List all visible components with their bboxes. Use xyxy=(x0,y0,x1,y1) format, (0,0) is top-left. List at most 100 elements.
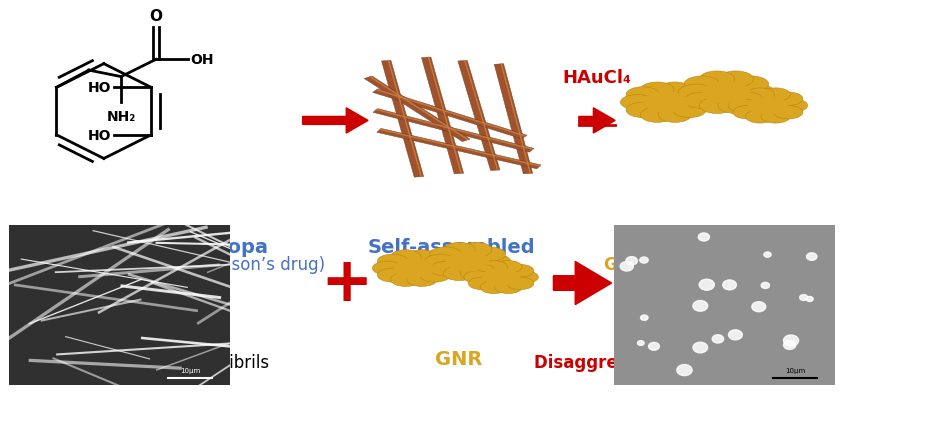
Circle shape xyxy=(684,93,719,109)
Circle shape xyxy=(700,98,734,114)
Text: Self-assembled: Self-assembled xyxy=(368,237,536,256)
Circle shape xyxy=(722,280,736,290)
Circle shape xyxy=(468,277,496,290)
Text: L-Dopa crafted: L-Dopa crafted xyxy=(638,237,789,255)
Circle shape xyxy=(419,268,450,283)
Circle shape xyxy=(511,271,538,284)
Circle shape xyxy=(677,365,692,376)
Circle shape xyxy=(483,269,519,286)
Circle shape xyxy=(733,106,763,120)
Text: O: O xyxy=(149,9,162,24)
Text: nanotubes: nanotubes xyxy=(393,255,510,274)
Circle shape xyxy=(507,277,534,290)
Polygon shape xyxy=(494,64,533,175)
Circle shape xyxy=(752,302,765,312)
Circle shape xyxy=(390,273,421,287)
Polygon shape xyxy=(303,108,368,134)
Circle shape xyxy=(474,247,506,262)
Circle shape xyxy=(712,335,723,343)
Circle shape xyxy=(444,267,476,281)
Circle shape xyxy=(480,281,507,294)
Circle shape xyxy=(626,257,638,265)
Circle shape xyxy=(640,258,648,264)
Circle shape xyxy=(693,342,707,353)
Circle shape xyxy=(658,83,692,98)
Circle shape xyxy=(658,108,692,123)
Circle shape xyxy=(678,85,714,101)
Circle shape xyxy=(699,280,715,291)
Circle shape xyxy=(806,297,813,302)
Text: HO: HO xyxy=(88,81,112,95)
Circle shape xyxy=(372,261,403,276)
Circle shape xyxy=(728,100,757,113)
Circle shape xyxy=(764,252,771,258)
Text: GNR: GNR xyxy=(435,350,483,369)
Polygon shape xyxy=(579,108,615,134)
Circle shape xyxy=(648,343,659,350)
Circle shape xyxy=(494,281,522,294)
Circle shape xyxy=(419,255,450,268)
Polygon shape xyxy=(373,109,534,153)
Circle shape xyxy=(729,330,742,340)
Circle shape xyxy=(641,83,674,98)
Polygon shape xyxy=(372,89,527,139)
Circle shape xyxy=(425,261,455,276)
Polygon shape xyxy=(364,77,470,142)
Circle shape xyxy=(734,93,769,109)
Circle shape xyxy=(507,265,534,277)
Text: (Anti-Parkinson’s drug): (Anti-Parkinson’s drug) xyxy=(135,255,325,273)
Circle shape xyxy=(626,103,659,118)
Circle shape xyxy=(446,252,489,271)
Circle shape xyxy=(641,315,648,321)
Circle shape xyxy=(719,72,753,88)
Polygon shape xyxy=(377,129,541,169)
Text: L-Dopa: L-Dopa xyxy=(191,237,268,256)
Circle shape xyxy=(494,261,522,273)
Circle shape xyxy=(425,255,456,269)
Circle shape xyxy=(644,93,688,113)
Text: 10μm: 10μm xyxy=(180,367,200,373)
Text: 10μm: 10μm xyxy=(785,367,805,373)
Circle shape xyxy=(783,341,795,350)
Polygon shape xyxy=(382,61,424,178)
Circle shape xyxy=(407,250,437,264)
Circle shape xyxy=(752,102,777,114)
Circle shape xyxy=(407,273,437,287)
Circle shape xyxy=(450,258,477,270)
Circle shape xyxy=(739,85,775,101)
Circle shape xyxy=(779,100,808,113)
Circle shape xyxy=(430,262,461,276)
Circle shape xyxy=(761,89,791,102)
Circle shape xyxy=(733,93,763,106)
Circle shape xyxy=(734,77,769,93)
Circle shape xyxy=(678,95,712,111)
Circle shape xyxy=(444,243,476,257)
Text: OH: OH xyxy=(190,53,214,67)
Text: HO: HO xyxy=(88,129,112,142)
Text: Disaggregated Phe-Phe Fibrils: Disaggregated Phe-Phe Fibrils xyxy=(535,353,820,371)
Circle shape xyxy=(746,89,775,102)
Circle shape xyxy=(761,111,791,124)
Circle shape xyxy=(719,98,753,114)
Circle shape xyxy=(430,247,461,262)
Circle shape xyxy=(461,243,492,257)
Circle shape xyxy=(783,335,798,346)
Circle shape xyxy=(479,255,510,269)
Circle shape xyxy=(390,250,421,264)
Circle shape xyxy=(749,98,787,115)
Circle shape xyxy=(638,341,644,346)
Text: +: + xyxy=(320,253,372,313)
Circle shape xyxy=(377,255,408,268)
Circle shape xyxy=(487,273,509,284)
Circle shape xyxy=(673,88,706,103)
Circle shape xyxy=(700,72,734,88)
Circle shape xyxy=(394,259,434,278)
Circle shape xyxy=(626,88,659,103)
Circle shape xyxy=(620,262,633,271)
Circle shape xyxy=(684,77,719,93)
Circle shape xyxy=(800,295,808,301)
Circle shape xyxy=(693,301,707,311)
Circle shape xyxy=(468,265,496,277)
Text: Gold Nano Roses (GNR): Gold Nano Roses (GNR) xyxy=(604,255,823,273)
Text: HAuCl₄: HAuCl₄ xyxy=(563,68,631,86)
